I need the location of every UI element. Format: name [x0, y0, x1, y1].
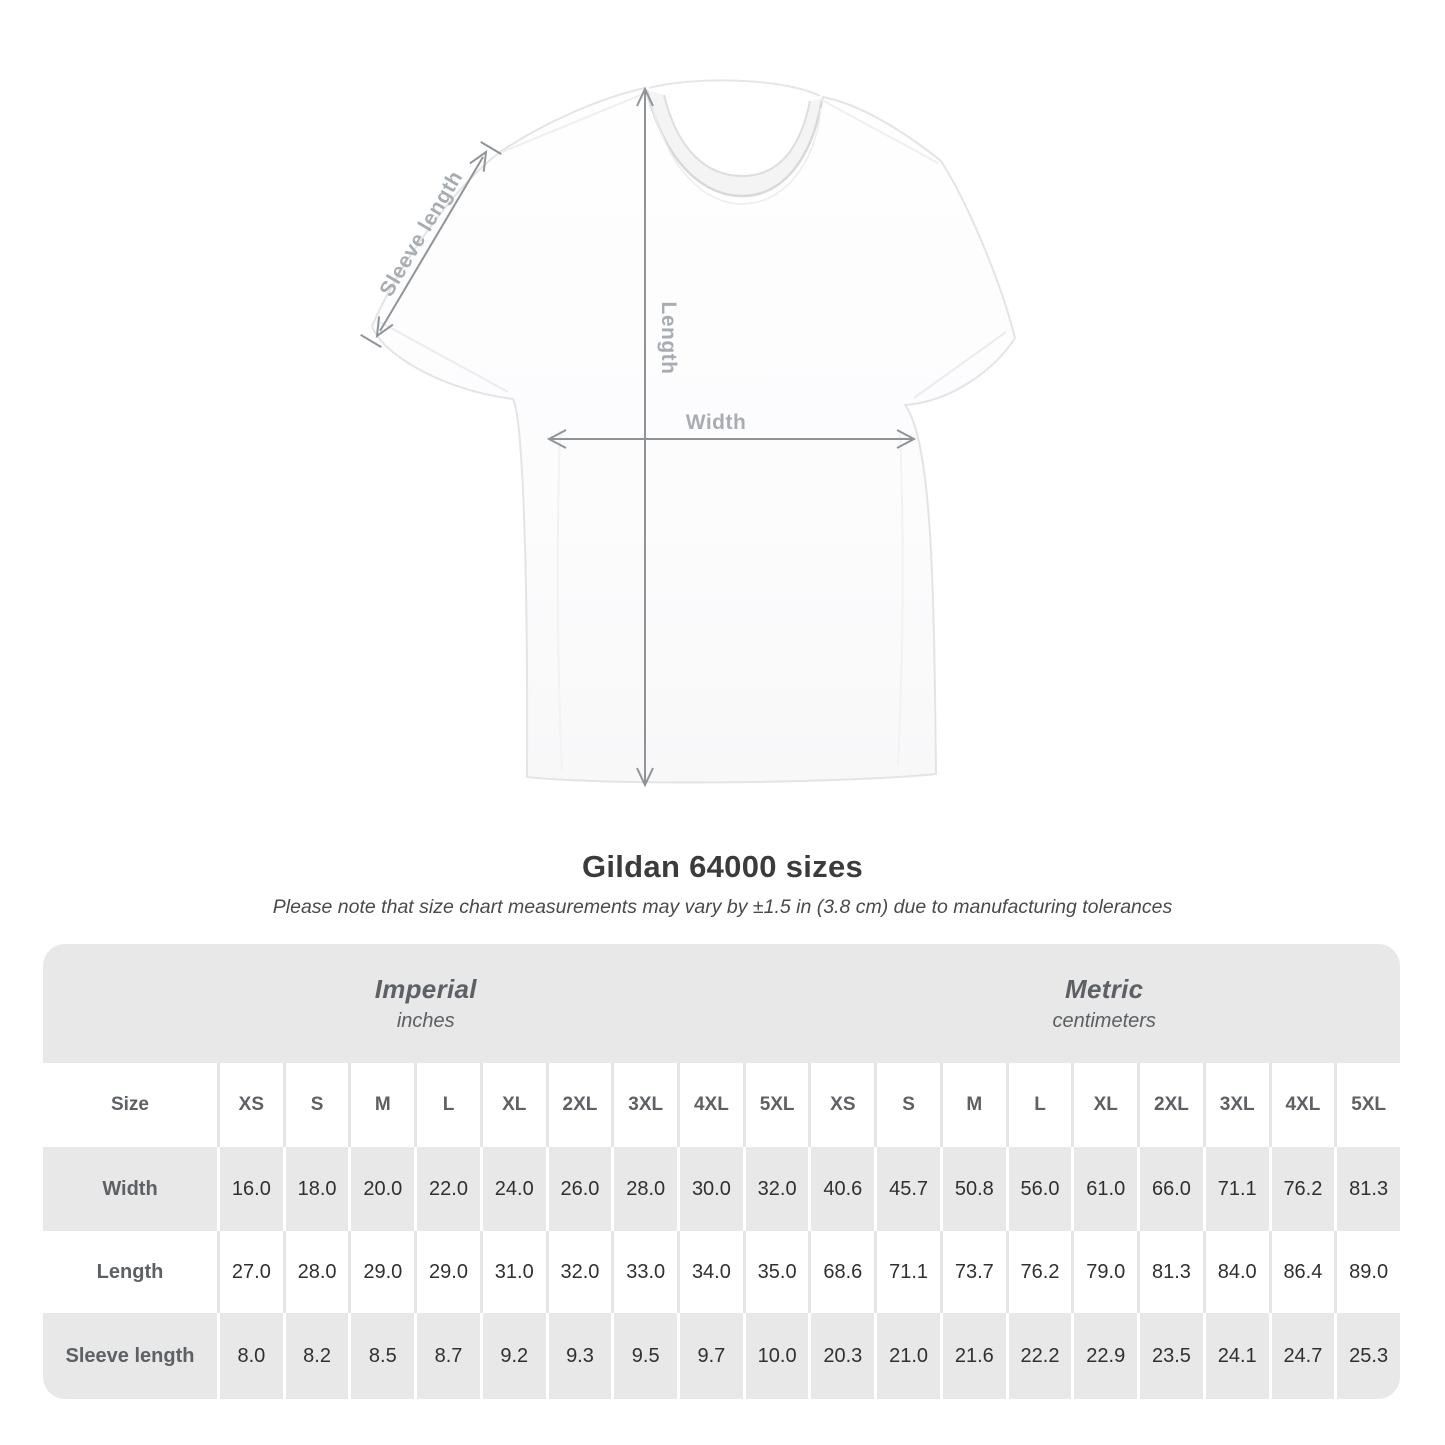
size-col-header-imperial: 5XL	[742, 1063, 809, 1147]
imperial-group-header: Imperial inches	[43, 944, 809, 1063]
table-cell-imperial: 9.5	[611, 1313, 678, 1399]
table-cell-imperial: 8.0	[217, 1313, 283, 1399]
table-cell-imperial: 24.0	[479, 1147, 546, 1231]
table-cell-imperial: 28.0	[282, 1231, 349, 1313]
table-cell-metric: 22.9	[1071, 1313, 1138, 1399]
table-cell-imperial: 9.3	[545, 1313, 612, 1399]
table-cell-imperial: 16.0	[217, 1147, 283, 1231]
table-cell-metric: 45.7	[874, 1147, 940, 1231]
table-cell-metric: 76.2	[1005, 1231, 1072, 1313]
table-cell-metric: 68.6	[808, 1231, 875, 1313]
metric-group-unit: centimeters	[1052, 1010, 1156, 1032]
size-col-header-metric: XS	[808, 1063, 875, 1147]
size-col-header-imperial: 3XL	[611, 1063, 678, 1147]
tshirt-graphic	[371, 79, 1016, 784]
table-cell-metric: 24.7	[1268, 1313, 1335, 1399]
table-cell-imperial: 33.0	[611, 1231, 678, 1313]
table-cell-metric: 24.1	[1202, 1313, 1269, 1399]
size-col-header-imperial: XL	[479, 1063, 546, 1147]
table-cell-imperial: 18.0	[282, 1147, 349, 1231]
table-cell-imperial: 28.0	[611, 1147, 678, 1231]
size-col-header-metric: L	[1005, 1063, 1072, 1147]
row-label: Sleeve length	[43, 1313, 217, 1399]
table-cell-metric: 79.0	[1071, 1231, 1138, 1313]
sleeve-length-arrow	[360, 141, 502, 348]
table-cell-imperial: 10.0	[742, 1313, 809, 1399]
length-arrow	[636, 86, 654, 788]
size-col-header-imperial: M	[348, 1063, 415, 1147]
table-cell-imperial: 20.0	[348, 1147, 415, 1231]
table-cell-metric: 56.0	[1005, 1147, 1072, 1231]
table-cell-metric: 20.3	[808, 1313, 875, 1399]
table-cell-metric: 71.1	[874, 1231, 940, 1313]
table-cell-metric: 81.3	[1334, 1147, 1400, 1231]
size-corner-header: Size	[43, 1063, 217, 1147]
table-cell-metric: 22.2	[1005, 1313, 1072, 1399]
metric-group-header: Metric centimeters	[808, 944, 1400, 1063]
table-cell-metric: 25.3	[1334, 1313, 1400, 1399]
imperial-group-unit: inches	[396, 1010, 455, 1032]
length-label: Length	[657, 302, 680, 375]
table-cell-imperial: 9.2	[479, 1313, 546, 1399]
width-arrow	[546, 429, 917, 449]
table-cell-metric: 66.0	[1137, 1147, 1203, 1231]
table-cell-imperial: 8.2	[282, 1313, 349, 1399]
size-col-header-metric: 2XL	[1137, 1063, 1203, 1147]
table-cell-imperial: 34.0	[677, 1231, 743, 1313]
tolerance-note: Please note that size chart measurements…	[272, 896, 1173, 918]
table-cell-metric: 71.1	[1202, 1147, 1269, 1231]
table-cell-metric: 76.2	[1268, 1147, 1335, 1231]
width-label: Width	[686, 411, 747, 434]
table-cell-imperial: 30.0	[677, 1147, 743, 1231]
table-cell-imperial: 35.0	[742, 1231, 809, 1313]
table-cell-metric: 21.0	[874, 1313, 940, 1399]
table-cell-metric: 86.4	[1268, 1231, 1335, 1313]
size-col-header-imperial: 2XL	[545, 1063, 612, 1147]
row-label: Width	[43, 1147, 217, 1231]
table-cell-metric: 23.5	[1137, 1313, 1203, 1399]
table-cell-imperial: 27.0	[217, 1231, 283, 1313]
table-cell-imperial: 8.5	[348, 1313, 415, 1399]
size-col-header-imperial: S	[282, 1063, 349, 1147]
size-col-header-metric: 4XL	[1268, 1063, 1335, 1147]
table-cell-metric: 40.6	[808, 1147, 875, 1231]
size-col-header-metric: M	[939, 1063, 1006, 1147]
size-col-header-metric: 5XL	[1334, 1063, 1400, 1147]
size-col-header-metric: 3XL	[1202, 1063, 1269, 1147]
size-col-header-imperial: L	[414, 1063, 480, 1147]
table-cell-imperial: 9.7	[677, 1313, 743, 1399]
metric-group-title: Metric	[1065, 974, 1144, 1004]
table-cell-metric: 21.6	[939, 1313, 1006, 1399]
table-cell-imperial: 32.0	[545, 1231, 612, 1313]
table-cell-imperial: 22.0	[414, 1147, 480, 1231]
size-col-header-imperial: 4XL	[677, 1063, 743, 1147]
table-cell-imperial: 29.0	[414, 1231, 480, 1313]
row-label: Length	[43, 1231, 217, 1313]
size-col-header-metric: XL	[1071, 1063, 1138, 1147]
size-table: Imperial inches Metric centimeters Size X…	[43, 944, 1400, 1399]
table-cell-imperial: 32.0	[742, 1147, 809, 1231]
tshirt-measurement-diagram: Sleeve length Length Width	[360, 79, 1016, 788]
page-title: Gildan 64000 sizes	[581, 849, 864, 884]
table-cell-metric: 50.8	[939, 1147, 1006, 1231]
table-cell-metric: 81.3	[1137, 1231, 1203, 1313]
table-cell-metric: 61.0	[1071, 1147, 1138, 1231]
table-cell-imperial: 29.0	[348, 1231, 415, 1313]
table-cell-metric: 84.0	[1202, 1231, 1269, 1313]
table-cell-imperial: 26.0	[545, 1147, 612, 1231]
table-cell-metric: 89.0	[1334, 1231, 1400, 1313]
size-col-header-metric: S	[874, 1063, 940, 1147]
table-cell-imperial: 31.0	[479, 1231, 546, 1313]
imperial-group-title: Imperial	[374, 974, 477, 1004]
table-cell-metric: 73.7	[939, 1231, 1006, 1313]
table-cell-imperial: 8.7	[414, 1313, 480, 1399]
size-col-header-imperial: XS	[217, 1063, 283, 1147]
